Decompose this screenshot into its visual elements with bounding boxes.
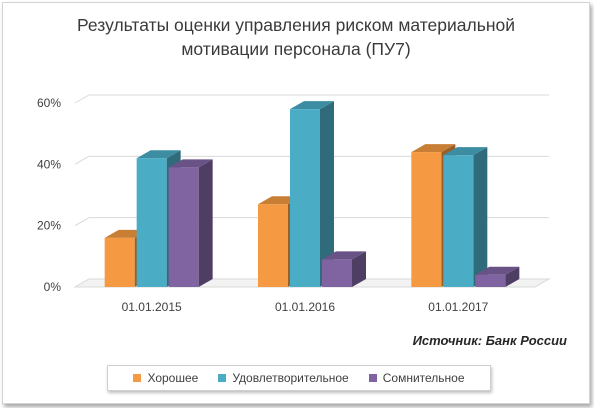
x-tick-label: 01.01.2017 <box>428 300 488 314</box>
legend-swatch-good <box>133 374 142 382</box>
legend-item-good: Хорошее <box>133 371 198 385</box>
chart-frame: Результаты оценки управления риском мате… <box>2 2 590 404</box>
bar-side <box>198 159 213 287</box>
gridline <box>74 217 549 227</box>
y-tick-label: 40% <box>37 157 61 171</box>
source-note: Источник: Банк России <box>412 333 567 348</box>
bar-top <box>411 144 456 153</box>
chart-legend: Хорошее Удовлетворительное Сомнительное <box>107 365 491 391</box>
bar-side <box>320 101 334 287</box>
y-tick-label: 60% <box>37 96 61 110</box>
bar <box>411 152 442 287</box>
legend-label-doubtful: Сомнительное <box>382 371 465 385</box>
chart-title-line-1: Результаты оценки управления риском мате… <box>77 15 515 35</box>
bar <box>290 109 320 287</box>
legend-label-good: Хорошее <box>147 371 199 385</box>
y-tick-label: 0% <box>44 280 62 294</box>
chart-title: Результаты оценки управления риском мате… <box>3 13 589 61</box>
legend-label-satisfactory: Удовлетворительное <box>232 371 349 385</box>
bar <box>475 274 506 287</box>
chart-title-line-2: мотивации персонала (ПУ7) <box>181 39 411 59</box>
legend-item-doubtful: Сомнительное <box>368 371 465 385</box>
bar-top <box>322 251 366 260</box>
bar-top <box>136 150 181 159</box>
y-tick-label: 20% <box>37 219 61 233</box>
chart-plot-area: 0% 20% 40% 60% 01.01.2015 01.01.2016 01.01.201… <box>37 94 551 314</box>
bar-side <box>505 266 520 287</box>
legend-swatch-satisfactory <box>218 374 227 382</box>
bar <box>168 167 199 287</box>
bar <box>258 204 288 287</box>
legend-item-satisfactory: Удовлетворительное <box>218 371 349 385</box>
gridline <box>74 155 549 165</box>
x-tick-label: 01.01.2016 <box>275 300 335 314</box>
legend-swatch-doubtful <box>368 374 377 382</box>
x-tick-label: 01.01.2015 <box>122 300 182 314</box>
bar <box>443 155 474 287</box>
bar-side <box>473 147 488 287</box>
bar <box>322 259 352 287</box>
bar <box>104 237 135 287</box>
bar-top <box>168 159 213 168</box>
bar-top <box>290 101 334 110</box>
bar-side <box>352 251 366 287</box>
bar <box>136 158 167 287</box>
gridline <box>74 94 549 104</box>
bar-top <box>475 266 520 275</box>
bar-top <box>443 147 488 156</box>
